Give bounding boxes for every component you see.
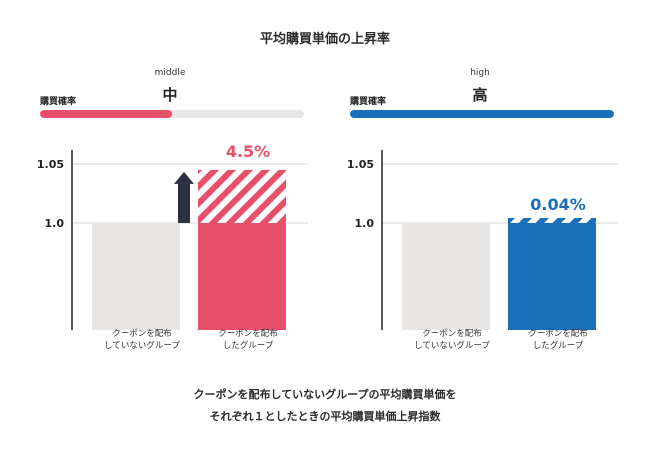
- category-label-line: クーポンを配布: [528, 329, 588, 339]
- bar-chart-middle: 1.05 1.0: [37, 150, 308, 330]
- group-en-label: high: [470, 68, 490, 78]
- bar-control: [402, 223, 490, 330]
- footer-line: それぞれ１としたときの平均購買単価上昇指数: [209, 410, 441, 423]
- category-label-line: したグループ: [222, 341, 274, 351]
- chart-title: 平均購買単価の上昇率: [259, 32, 390, 47]
- y-tick-label: 1.05: [347, 158, 374, 171]
- panel-high: high 高 購買確率 1.05 1.0 0.04% クーポンを配布 していないグ…: [330, 60, 630, 380]
- category-label-line: したグループ: [532, 341, 584, 351]
- up-arrow-icon: [174, 171, 194, 223]
- y-tick-label: 1.0: [355, 217, 375, 230]
- bar-coupon-uplift: [508, 218, 596, 223]
- category-label-control: クーポンを配布 していないグループ: [402, 328, 502, 352]
- uplift-value-label: 4.5%: [225, 141, 271, 161]
- footer-note: クーポンを配布していないグループの平均購買単価を それぞれ１としたときの平均購買…: [0, 384, 650, 428]
- category-label-line: していないグループ: [104, 341, 180, 351]
- category-label-line: クーポンを配布: [112, 329, 172, 339]
- category-label-line: クーポンを配布: [422, 329, 482, 339]
- purchase-rate-fill: [40, 110, 172, 118]
- uplift-value-label: 0.04%: [530, 194, 586, 214]
- category-label-coupon: クーポンを配布 したグループ: [198, 328, 298, 352]
- bar-coupon: [198, 223, 286, 330]
- category-label-line: していないグループ: [414, 341, 490, 351]
- bar-control: [92, 223, 180, 330]
- group-jp-label: 高: [472, 86, 488, 104]
- group-jp-label: 中: [162, 86, 178, 104]
- panel-middle: middle 中 購買確率 1.05 1.0 4.5% クーポンを配布 していない…: [20, 60, 320, 380]
- y-tick-label: 1.05: [37, 158, 64, 171]
- purchase-rate-track: [350, 110, 614, 118]
- category-label-line: クーポンを配布: [218, 329, 278, 339]
- category-label-coupon: クーポンを配布 したグループ: [508, 328, 608, 352]
- y-tick-label: 1.0: [45, 217, 65, 230]
- purchase-rate-label: 購買確率: [350, 97, 387, 107]
- footer-line: クーポンを配布していないグループの平均購買単価を: [193, 388, 457, 401]
- bar-coupon: [508, 223, 596, 330]
- purchase-rate-label: 購買確率: [40, 97, 77, 107]
- purchase-rate-track: [40, 110, 304, 118]
- purchase-rate-fill: [350, 110, 614, 118]
- bar-coupon-uplift: [198, 169, 286, 223]
- group-en-label: middle: [154, 68, 186, 78]
- bar-chart-high: 1.05 1.0: [347, 150, 618, 330]
- category-label-control: クーポンを配布 していないグループ: [92, 328, 192, 352]
